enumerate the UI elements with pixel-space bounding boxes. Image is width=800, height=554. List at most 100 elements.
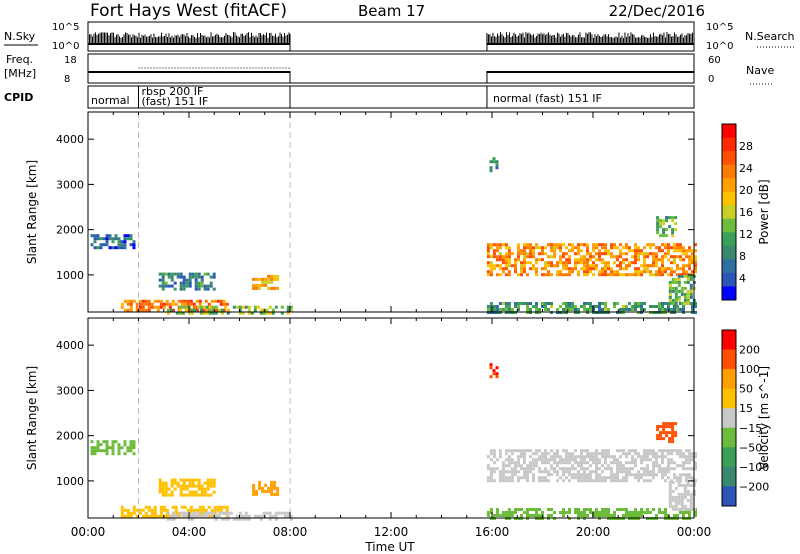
data-cell [182,484,186,488]
data-cell [223,305,227,309]
data-cell [544,273,547,277]
data-cell [514,267,517,271]
data-cell [541,461,544,465]
data-cell [194,490,198,494]
data-cell [229,511,233,515]
data-cell [577,464,580,468]
data-cell [117,243,121,247]
data-cell [153,514,157,518]
data-cell [532,467,535,471]
data-cell [694,464,697,468]
data-cell [498,246,502,250]
data-cell [595,458,598,462]
data-cell [664,308,667,311]
data-cell [577,511,580,514]
data-cell [580,305,583,308]
data-cell [565,476,568,480]
data-cell [184,305,188,309]
data-cell [486,479,490,483]
data-cell [200,281,204,285]
data-cell [258,486,262,490]
data-cell [507,246,511,250]
data-cell [583,264,586,268]
data-cell [206,272,210,276]
data-cell [586,302,589,305]
data-cell [677,277,681,281]
data-cell [271,311,275,315]
data-cell [616,270,619,274]
data-cell [185,478,189,482]
data-cell [520,252,523,256]
data-cell [489,246,493,250]
power-colorbar-label: Power [dB] [757,179,771,244]
data-cell [535,458,538,462]
data-cell [674,498,678,502]
data-cell [501,261,505,265]
data-cell [649,473,652,477]
data-cell [659,431,663,435]
data-cell [656,225,660,229]
data-cell [673,243,676,247]
data-cell [628,467,631,471]
data-cell [655,452,658,456]
data-cell [226,517,230,521]
data-cell [676,464,679,468]
data-cell [258,286,262,290]
data-cell [680,301,684,305]
data-cell [489,508,493,511]
data-cell [658,249,661,253]
data-cell [492,455,496,459]
data-cell [158,272,162,276]
data-cell [679,455,682,459]
data-cell [674,507,678,511]
data-cell [592,461,595,465]
data-cell [677,498,681,502]
data-cell [556,246,559,250]
data-cell [105,449,109,453]
data-cell [649,264,652,268]
data-cell [212,272,216,276]
data-cell [655,514,658,517]
data-cell [523,243,526,247]
data-cell [498,243,502,247]
data-cell [96,237,100,241]
data-cell [586,461,589,465]
data-cell [634,511,637,514]
data-cell [169,308,173,312]
data-cell [99,246,103,250]
data-cell [255,492,259,496]
data-cell [685,458,688,462]
data-cell [510,461,514,465]
data-cell [559,455,562,459]
data-cell [683,504,687,508]
data-cell [541,258,544,262]
data-cell [562,243,565,247]
data-cell [486,255,490,259]
data-cell [652,255,655,259]
data-cell [661,264,664,268]
data-cell [167,272,171,276]
data-cell [568,461,571,465]
data-cell [643,261,646,265]
data-cell [541,273,544,277]
data-cell [265,311,269,315]
data-cell [580,449,583,453]
data-cell [607,273,610,277]
data-cell [510,264,514,268]
data-cell [186,302,190,306]
data-cell [486,511,490,514]
data-cell [492,264,496,268]
data-cell [498,479,502,483]
data-cell [670,273,673,277]
data-cell [170,478,174,482]
data-cell [619,267,622,271]
cpid-segment-label: rbsp 200 IF [142,85,204,98]
cpid-segment-label: normal [91,94,130,107]
data-cell [595,305,598,308]
data-cell [595,511,598,514]
data-cell [656,231,660,235]
data-cell [664,252,667,256]
data-cell [132,243,136,247]
data-cell [550,473,553,477]
